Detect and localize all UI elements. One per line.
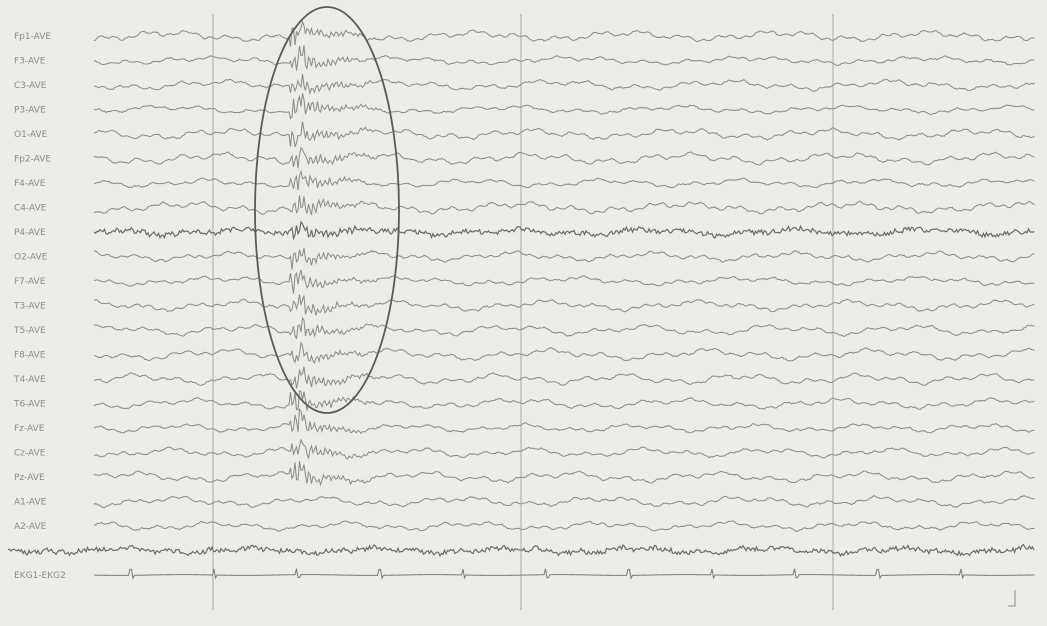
channel-label: F7-AVE xyxy=(14,277,46,287)
eeg-channel-trace xyxy=(93,45,1035,71)
channel-label: F4-AVE xyxy=(14,179,46,189)
eeg-channel-trace xyxy=(93,438,1035,460)
channel-labels: Fp1-AVE F3-AVE C3-AVE P3-AVE O1-AVE Fp2-AVE F4… xyxy=(13,32,66,581)
channel-label: T5-AVE xyxy=(13,326,46,336)
eeg-channel-trace xyxy=(93,146,1035,168)
channel-label: C4-AVE xyxy=(14,204,47,214)
eeg-channel-trace xyxy=(93,494,1035,509)
eeg-channel-trace xyxy=(93,407,1035,435)
eeg-traces xyxy=(7,20,1035,607)
discharge-highlight-ellipse xyxy=(254,6,400,414)
calibration-mark xyxy=(1008,590,1016,607)
eeg-channel-trace xyxy=(93,461,1035,487)
eeg-channel-trace xyxy=(93,366,1035,389)
eeg-channel-trace xyxy=(93,247,1035,270)
channel-label: P4-AVE xyxy=(14,228,46,238)
channel-label: Fz-AVE xyxy=(14,424,45,434)
channel-label: F8-AVE xyxy=(14,351,46,361)
channel-label: Fp1-AVE xyxy=(14,32,51,42)
eeg-channel-trace xyxy=(93,520,1035,532)
eeg-channel-trace xyxy=(93,74,1035,96)
channel-label: Cz-AVE xyxy=(14,449,46,459)
channel-label: T6-AVE xyxy=(13,400,46,410)
eeg-channel-trace xyxy=(93,341,1035,365)
channel-label: EKG1-EKG2 xyxy=(14,571,66,581)
channel-label: A1-AVE xyxy=(14,498,47,508)
channel-label: F3-AVE xyxy=(14,57,46,67)
eeg-channel-trace xyxy=(93,220,1035,241)
eeg-channel-trace xyxy=(93,294,1035,316)
eeg-channel-trace xyxy=(7,543,1035,558)
eeg-channel-trace xyxy=(93,121,1035,148)
eeg-channel-trace xyxy=(93,390,1035,411)
channel-label: Pz-AVE xyxy=(14,473,45,483)
eeg-channel-trace xyxy=(93,269,1035,294)
channel-label: A2-AVE xyxy=(14,522,47,532)
channel-label: C3-AVE xyxy=(14,81,47,91)
channel-label: P3-AVE xyxy=(14,106,46,116)
eeg-channel-trace xyxy=(93,195,1035,215)
channel-label: T3-AVE xyxy=(13,302,46,312)
eeg-channel-trace xyxy=(93,169,1035,191)
time-markers xyxy=(212,14,834,610)
eeg-channel-trace xyxy=(93,20,1035,47)
eeg-channel-trace xyxy=(93,93,1035,120)
ekg-trace xyxy=(93,568,1035,581)
eeg-channel-trace xyxy=(93,316,1035,340)
channel-label: O1-AVE xyxy=(14,130,48,140)
channel-label: T4-AVE xyxy=(13,375,46,385)
channel-label: O2-AVE xyxy=(14,253,48,263)
channel-label: Fp2-AVE xyxy=(14,155,51,165)
